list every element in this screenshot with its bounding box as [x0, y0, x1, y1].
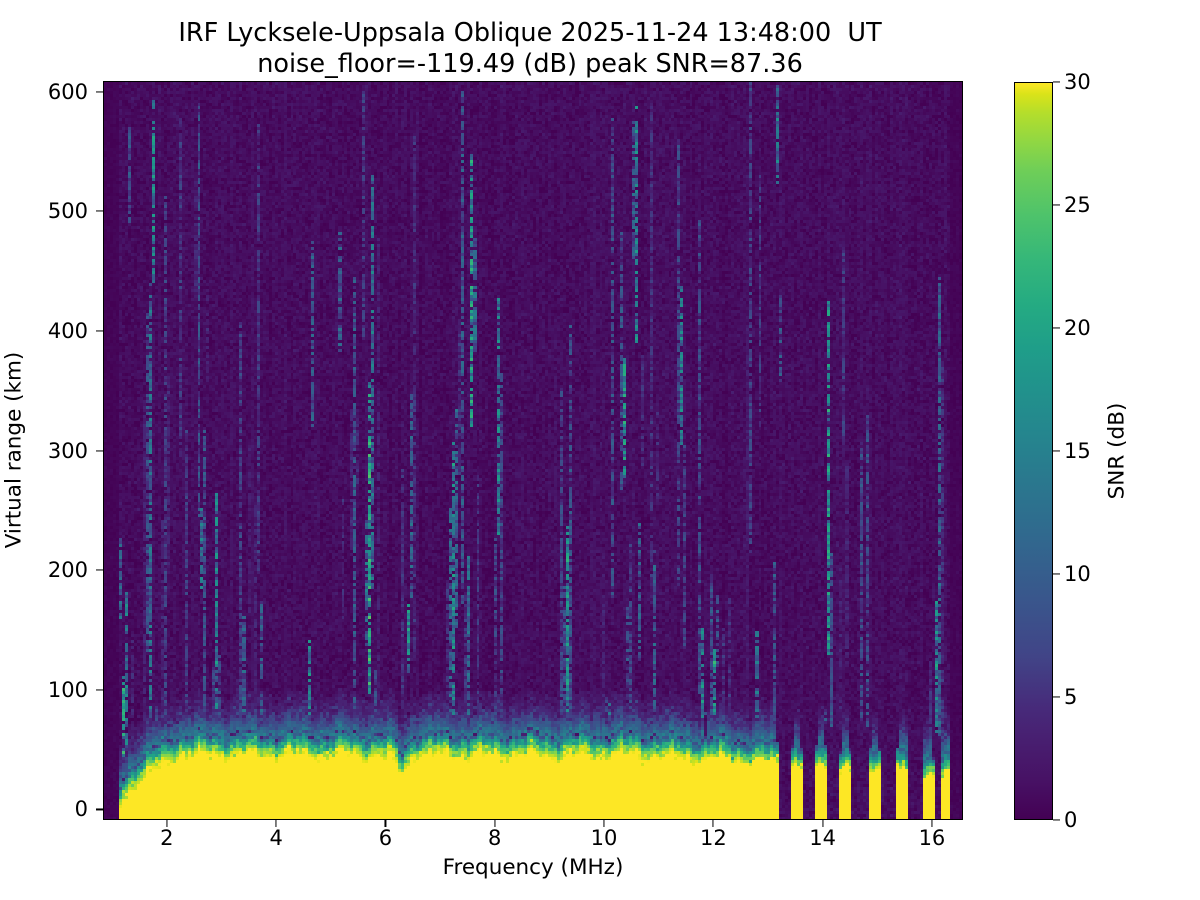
colorbar-tick-label: 25: [1064, 193, 1091, 217]
x-tick-label: 16: [918, 826, 946, 850]
colorbar-tick-mark: [1053, 204, 1060, 206]
y-tick-mark: [96, 449, 103, 452]
y-tick-mark: [96, 210, 103, 212]
x-tick-mark: [822, 820, 824, 827]
ionogram-heatmap: [104, 82, 962, 819]
colorbar-tick-mark: [1053, 573, 1060, 575]
colorbar-tick-label: 0: [1064, 808, 1078, 832]
y-axis-label: Virtual range (km): [1, 351, 27, 549]
x-tick-mark: [494, 820, 496, 827]
colorbar-tick-mark: [1053, 450, 1060, 452]
y-tick-mark: [96, 569, 103, 571]
x-tick-mark: [931, 820, 933, 827]
snr-colorbar: [1014, 82, 1053, 820]
y-tick-label: 400: [47, 318, 88, 343]
colorbar-tick-mark: [1053, 327, 1060, 329]
x-tick-label: 6: [378, 826, 393, 850]
x-tick-label: 8: [488, 826, 502, 850]
x-tick-mark: [166, 820, 168, 827]
y-tick-label: 100: [47, 677, 88, 702]
colorbar-tick-mark: [1053, 696, 1060, 698]
y-tick-label: 200: [47, 558, 88, 583]
y-tick-mark: [96, 330, 103, 332]
x-tick-mark: [712, 820, 714, 827]
y-tick-mark: [96, 808, 103, 810]
x-tick-label: 4: [269, 826, 283, 850]
x-tick-label: 2: [160, 826, 174, 850]
colorbar-tick-label: 10: [1064, 562, 1091, 586]
title-line-2: noise_floor=-119.49 (dB) peak SNR=87.36: [257, 49, 803, 80]
x-tick-mark: [603, 820, 605, 827]
y-tick-label: 300: [47, 438, 88, 463]
x-tick-mark: [384, 820, 386, 827]
colorbar-tick-mark: [1053, 81, 1060, 83]
x-tick-mark: [275, 820, 277, 827]
y-tick-mark: [96, 689, 103, 691]
title-line-1: IRF Lycksele-Uppsala Oblique 2025-11-24 …: [178, 18, 882, 48]
y-tick-mark: [96, 91, 103, 93]
x-tick-label: 10: [590, 826, 618, 850]
colorbar-tick-label: 5: [1064, 685, 1078, 709]
colorbar-label: SNR (dB): [1104, 402, 1130, 500]
ionogram-plot-area: [103, 81, 963, 820]
colorbar-tick-mark: [1053, 819, 1060, 821]
y-tick-label: 600: [47, 79, 88, 104]
colorbar-tick-label: 30: [1064, 70, 1091, 94]
figure-title: IRF Lycksele-Uppsala Oblique 2025-11-24 …: [0, 18, 1060, 80]
colorbar-tick-label: 20: [1064, 316, 1091, 340]
x-axis-label: Frequency (MHz): [442, 855, 624, 880]
x-tick-label: 14: [809, 826, 837, 850]
y-tick-label: 500: [47, 199, 88, 224]
x-tick-label: 12: [699, 826, 727, 850]
y-tick-label: 0: [74, 797, 88, 822]
colorbar-tick-label: 15: [1064, 439, 1091, 463]
